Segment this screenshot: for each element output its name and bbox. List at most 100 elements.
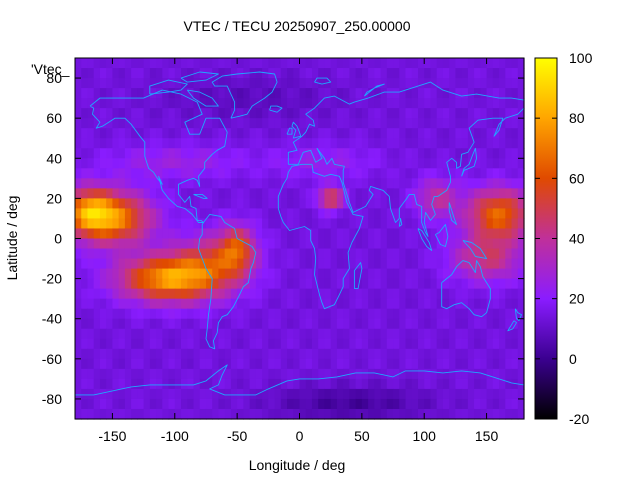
heatmap-cell (405, 98, 413, 109)
heatmap-cell (361, 298, 369, 310)
heatmap-cell (293, 208, 301, 220)
heatmap-cell (237, 168, 244, 179)
heatmap-cell (436, 218, 444, 230)
heatmap-cell (411, 338, 419, 350)
heatmap-cell (199, 388, 207, 400)
heatmap-cell (442, 68, 450, 79)
heatmap-cell (461, 108, 469, 119)
heatmap-cell (287, 318, 294, 330)
heatmap-cell (162, 118, 170, 129)
heatmap-cell (492, 88, 500, 99)
heatmap-cell (162, 258, 170, 270)
heatmap-cell (293, 128, 301, 139)
heatmap-cell (249, 88, 257, 99)
heatmap-cell (430, 318, 438, 330)
heatmap-cell (243, 228, 251, 240)
heatmap-cell (386, 168, 394, 179)
heatmap-cell (336, 258, 344, 270)
heatmap-cell (99, 328, 107, 340)
heatmap-cell (230, 198, 238, 210)
heatmap-cell (212, 198, 220, 210)
heatmap-cell (193, 138, 201, 149)
heatmap-cell (187, 68, 195, 79)
heatmap-cell (87, 128, 95, 139)
heatmap-cell (480, 238, 488, 250)
heatmap-cell (474, 158, 481, 169)
heatmap-cell (137, 188, 145, 199)
heatmap-cell (255, 388, 263, 400)
heatmap-cell (75, 248, 82, 260)
heatmap-cell (511, 208, 519, 220)
heatmap-cell (75, 278, 82, 290)
heatmap-cell (224, 228, 232, 240)
heatmap-cell (237, 128, 244, 139)
heatmap-cell (486, 168, 494, 179)
heatmap-cell (106, 258, 114, 270)
heatmap-cell (237, 388, 244, 400)
heatmap-cell (124, 98, 132, 109)
heatmap-cell (330, 298, 338, 310)
coastline-south-america (198, 213, 257, 350)
heatmap-cell (187, 238, 195, 250)
heatmap-cell (405, 158, 413, 169)
heatmap-cell (374, 348, 382, 360)
heatmap-cell (255, 168, 263, 179)
heatmap-cell (181, 158, 188, 169)
heatmap-cell (386, 128, 394, 139)
heatmap-cell (386, 208, 394, 220)
heatmap-cell (355, 68, 363, 79)
heatmap-cell (499, 128, 506, 139)
heatmap-cell (436, 358, 444, 370)
coastline-antarctica (75, 364, 525, 396)
heatmap-cell (124, 278, 132, 290)
heatmap-cell (187, 148, 195, 159)
heatmap-cell (330, 218, 338, 230)
heatmap-cell (262, 178, 269, 189)
heatmap-cell (280, 208, 288, 220)
heatmap-cell (149, 348, 157, 360)
heatmap-cell (324, 128, 332, 139)
heatmap-cell (399, 158, 407, 169)
heatmap-cell (99, 98, 107, 109)
heatmap-cell (361, 358, 369, 370)
heatmap-cell (492, 58, 500, 69)
heatmap-cell (311, 268, 319, 280)
heatmap-cell (405, 88, 413, 99)
heatmap-cell (449, 148, 457, 159)
heatmap-cell (455, 228, 463, 240)
heatmap-cell (149, 258, 157, 270)
heatmap-cell (393, 208, 400, 220)
heatmap-cell (181, 268, 188, 280)
heatmap-cell (305, 148, 313, 159)
heatmap-cell (75, 288, 82, 300)
heatmap-cell (81, 108, 89, 119)
heatmap-cell (380, 128, 388, 139)
heatmap-cell (106, 268, 114, 280)
heatmap-cell (442, 158, 450, 169)
heatmap-cell (505, 148, 513, 159)
heatmap-cell (81, 248, 89, 260)
heatmap-cell (305, 248, 313, 260)
heatmap-cell (230, 68, 238, 79)
heatmap-cell (467, 278, 475, 290)
heatmap-cell (305, 328, 313, 340)
heatmap-cell (386, 388, 394, 400)
heatmap-cell (305, 348, 313, 360)
heatmap-cell (287, 88, 294, 99)
heatmap-cell (318, 148, 326, 159)
heatmap-cell (187, 288, 195, 300)
heatmap-cell (131, 328, 138, 340)
x-tick-label: 0 (296, 428, 304, 444)
heatmap-cell (212, 178, 220, 189)
heatmap-cell (193, 198, 201, 210)
heatmap-cell (106, 278, 114, 290)
heatmap-cell (81, 318, 89, 330)
heatmap-cell (262, 268, 269, 280)
heatmap-cell (374, 388, 382, 400)
heatmap-cell (174, 398, 182, 410)
heatmap-cell (212, 78, 220, 89)
heatmap-cell (336, 218, 344, 230)
heatmap-cell (399, 298, 407, 310)
heatmap-cell (368, 268, 375, 280)
heatmap-cell (124, 68, 132, 79)
